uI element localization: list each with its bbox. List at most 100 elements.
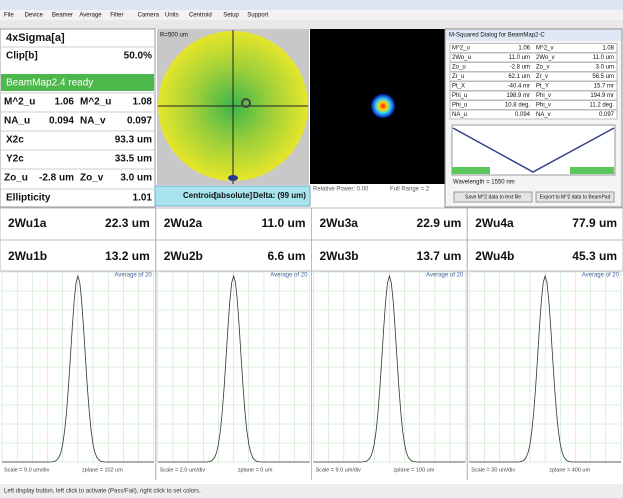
menu-item[interactable]: Centroid (189, 13, 212, 19)
centroid-bar[interactable] (154, 185, 311, 207)
label: M^2_u (80, 97, 111, 108)
heading: 4xSigma[a] (6, 32, 65, 44)
menu-item[interactable]: Average (79, 13, 102, 19)
value: 93.3 um (115, 135, 152, 146)
average-label: Average of 20 (270, 273, 308, 279)
button[interactable] (453, 191, 533, 203)
m2-curve (452, 127, 615, 173)
width-value: 45.3 um (572, 249, 617, 263)
average-label: Average of 20 (582, 273, 620, 279)
menu-item[interactable]: Device (25, 13, 44, 19)
dialog-row (449, 109, 618, 120)
profile-curve (157, 274, 310, 463)
menu-item[interactable]: File (4, 13, 14, 19)
label: Zo_u (4, 173, 28, 184)
label: NA_u (452, 112, 467, 118)
width-name: 2Wu2a (164, 216, 203, 230)
value: 0.097 (127, 116, 152, 127)
value: 11.0 um (593, 55, 614, 61)
button-label[interactable]: Export to M^2 data to BeamPad (540, 194, 611, 200)
value: 0.097 (599, 112, 615, 118)
m2-plot (451, 124, 616, 176)
menu-item[interactable]: Support (247, 13, 268, 19)
value: 10.8 deg. (505, 103, 530, 109)
label: M^2_u (452, 46, 470, 52)
wavelength: Wavelength = 1550 nm (453, 180, 515, 186)
label: Pt_X (452, 84, 465, 90)
menu-item[interactable]: Beamer (52, 13, 73, 19)
label: NA_u (4, 116, 30, 127)
value: 33.5 um (115, 154, 152, 165)
width-name: 2Wu4a (475, 216, 514, 230)
value: 15.7 mr (594, 84, 614, 90)
power-label: Relative Power: 0.00 (313, 187, 369, 193)
centroid-mode: [absolute] (214, 191, 253, 200)
menu-item[interactable]: Setup (223, 13, 239, 19)
value: 1.01 (133, 193, 153, 204)
label: M^2_u (4, 97, 35, 108)
dialog-row (449, 43, 618, 53)
label: Zo_v (80, 173, 104, 184)
value: 3.0 um (596, 65, 614, 71)
plot-label-bg (452, 167, 490, 174)
average-label: Average of 20 (114, 273, 152, 279)
average-label: Average of 20 (426, 273, 464, 279)
scale-label: Scale = 30 um/div (471, 467, 515, 473)
width-name: 2Wu3a (320, 216, 359, 230)
label: Phi_u (452, 103, 467, 109)
button[interactable] (535, 191, 615, 203)
beam-spot-2 (371, 94, 395, 118)
label: Zr_v (536, 74, 548, 80)
zplane-label: zplane = 100 um (394, 467, 435, 473)
value: 198.9 mr (506, 93, 530, 99)
width-value: 11.0 um (261, 216, 305, 230)
width-value: 77.9 um (572, 216, 617, 230)
width-name: 2Wu1b (8, 249, 47, 263)
value: 0.094 (515, 112, 531, 118)
zplane-label: zplane = 400 um (549, 467, 590, 473)
label: Zo_v (536, 65, 549, 71)
value: -2.8 um (39, 173, 74, 184)
scale-label: Scale = 2.0 um/div (160, 467, 206, 473)
scale-label: Scale = 9.0 um/div (316, 467, 362, 473)
label: Phi_v (536, 103, 551, 109)
label: Zo_u (452, 65, 466, 71)
menu-item[interactable]: Filter (110, 13, 123, 19)
menu-item[interactable]: Camera (138, 13, 160, 19)
dialog-row (449, 62, 618, 72)
value: 50.0% (124, 51, 152, 62)
label: 2Wo_v (536, 55, 555, 61)
width-value: 22.3 um (105, 216, 150, 230)
button-label[interactable]: Save M^2 data to text file (465, 194, 521, 200)
toolbar (0, 20, 623, 29)
width-name: 2Wu4b (475, 249, 514, 263)
menu-item[interactable]: Units (165, 13, 179, 19)
marker (228, 175, 238, 181)
value: 1.08 (133, 97, 153, 108)
label: Zr_u (452, 74, 464, 80)
value: 11.0 um (509, 55, 530, 61)
value: 194.9 mr (590, 93, 614, 99)
results-panel (0, 28, 156, 208)
value: 3.0 um (120, 173, 152, 184)
value: 1.06 (55, 97, 75, 108)
value: -2.8 um (510, 65, 530, 71)
profile-curve (469, 274, 621, 463)
dialog-title: M-Squared Dialog for BeamMap2-C (449, 33, 545, 39)
title-bar (0, 0, 623, 10)
value: -40.4 mr (508, 84, 530, 90)
centroid-marker (241, 98, 251, 108)
label: NA_v (80, 116, 106, 127)
value: 1.08 (602, 46, 614, 52)
label: Clip[b] (6, 51, 38, 62)
profile-curve (2, 274, 154, 463)
status-bar-bg (0, 484, 623, 498)
zplane-label: zplane = 0 um (238, 467, 273, 473)
width-value: 13.7 um (417, 249, 462, 263)
zplane-label: zplane = 102 um (82, 467, 123, 473)
label: Pt_Y (536, 84, 549, 90)
label: Phi_v (536, 93, 551, 99)
centroid-delta: Delta: (99 um) (253, 191, 306, 200)
label: X2c (6, 135, 24, 146)
